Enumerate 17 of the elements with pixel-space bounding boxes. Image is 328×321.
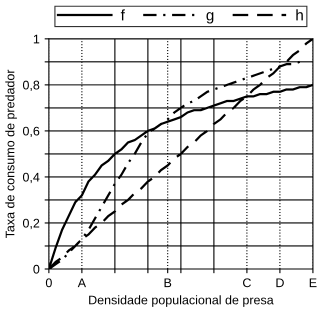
x-tick-label: D	[276, 278, 284, 288]
y-tick-label: 0,6	[22, 126, 40, 138]
y-tick-label: 0,4	[22, 172, 40, 184]
y-tick-label: 0,2	[22, 218, 40, 230]
y-axis-title: Taxa de consumo de predador	[5, 70, 17, 238]
y-tick-label: 0,8	[22, 80, 40, 91]
legend-label: f	[120, 9, 125, 20]
x-tick-label: 0	[46, 278, 52, 288]
y-tick-label: 0	[33, 264, 40, 274]
legend-label: h	[296, 9, 303, 20]
x-tick-label: C	[243, 278, 251, 288]
x-tick-label: A	[78, 278, 86, 288]
x-tick-label: B	[164, 278, 172, 288]
y-tick-label: 1	[34, 34, 40, 44]
legend-label: g	[206, 12, 214, 24]
x-axis-title: Densidade populacional de presa	[89, 295, 274, 307]
x-tick-label: E	[310, 278, 317, 288]
